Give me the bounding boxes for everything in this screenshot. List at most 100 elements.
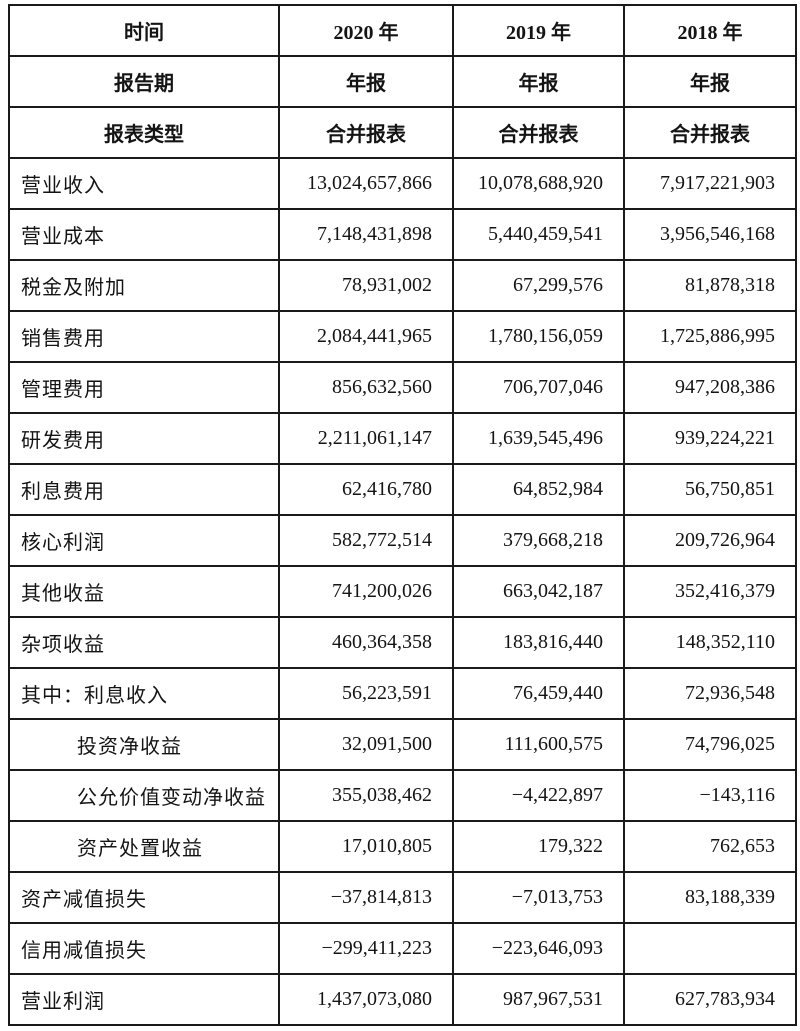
row-label-cell: 营业收入 xyxy=(8,157,280,210)
value-cell: 352,416,379 xyxy=(623,565,797,618)
value-cell: 17,010,805 xyxy=(278,820,454,873)
value-cell: 1,780,156,059 xyxy=(452,310,625,363)
value-cell: 56,223,591 xyxy=(278,667,454,720)
table-row: 杂项收益 460,364,358 183,816,440 148,352,110 xyxy=(8,616,797,669)
value-cell: 663,042,187 xyxy=(452,565,625,618)
value-cell: 62,416,780 xyxy=(278,463,454,516)
value-cell: 81,878,318 xyxy=(623,259,797,312)
table-row: 营业收入 13,024,657,866 10,078,688,920 7,917,22… xyxy=(8,157,797,210)
header-row: 时间 2020 年 2019 年 2018 年 xyxy=(8,4,797,57)
value-cell: 83,188,339 xyxy=(623,871,797,924)
value-cell: 627,783,934 xyxy=(623,973,797,1026)
header-value-cell: 年报 xyxy=(623,55,797,108)
row-label-cell: 投资净收益 xyxy=(8,718,280,771)
value-cell: 947,208,386 xyxy=(623,361,797,414)
value-cell: 67,299,576 xyxy=(452,259,625,312)
value-cell: 32,091,500 xyxy=(278,718,454,771)
row-label-cell: 其中：利息收入 xyxy=(8,667,280,720)
header-label-cell: 时间 xyxy=(8,4,280,57)
value-cell: 379,668,218 xyxy=(452,514,625,567)
table-row: 利息费用 62,416,780 64,852,984 56,750,851 xyxy=(8,463,797,516)
financial-table-body: 时间 2020 年 2019 年 2018 年报告期 年报 年报 年报 报表类型 合并报表 合并报… xyxy=(8,4,797,1026)
value-cell: 1,437,073,080 xyxy=(278,973,454,1026)
header-value-cell: 合并报表 xyxy=(452,106,625,159)
value-cell: 76,459,440 xyxy=(452,667,625,720)
header-value-cell: 2020 年 xyxy=(278,4,454,57)
header-label-cell: 报告期 xyxy=(8,55,280,108)
value-cell: 2,084,441,965 xyxy=(278,310,454,363)
value-cell: 78,931,002 xyxy=(278,259,454,312)
value-cell: 987,967,531 xyxy=(452,973,625,1026)
header-value-cell: 合并报表 xyxy=(623,106,797,159)
value-cell: 355,038,462 xyxy=(278,769,454,822)
value-cell: 3,956,546,168 xyxy=(623,208,797,261)
row-label-cell: 信用减值损失 xyxy=(8,922,280,975)
value-cell: 56,750,851 xyxy=(623,463,797,516)
table-row: 其中：利息收入 56,223,591 76,459,440 72,936,548 xyxy=(8,667,797,720)
header-value-cell: 2019 年 xyxy=(452,4,625,57)
value-cell: −299,411,223 xyxy=(278,922,454,975)
table-row: 研发费用 2,211,061,147 1,639,545,496 939,224,22… xyxy=(8,412,797,465)
value-cell: 209,726,964 xyxy=(623,514,797,567)
row-label-cell: 资产处置收益 xyxy=(8,820,280,873)
value-cell: −7,013,753 xyxy=(452,871,625,924)
table-row: 信用减值损失 −299,411,223 −223,646,093 xyxy=(8,922,797,975)
value-cell: 939,224,221 xyxy=(623,412,797,465)
table-row: 核心利润 582,772,514 379,668,218 209,726,964 xyxy=(8,514,797,567)
table-row: 其他收益 741,200,026 663,042,187 352,416,379 xyxy=(8,565,797,618)
value-cell: 582,772,514 xyxy=(278,514,454,567)
value-cell: 10,078,688,920 xyxy=(452,157,625,210)
table-row: 税金及附加 78,931,002 67,299,576 81,878,318 xyxy=(8,259,797,312)
value-cell: −223,646,093 xyxy=(452,922,625,975)
header-label-cell: 报表类型 xyxy=(8,106,280,159)
value-cell: 460,364,358 xyxy=(278,616,454,669)
header-value-cell: 年报 xyxy=(452,55,625,108)
value-cell: 1,725,886,995 xyxy=(623,310,797,363)
table-row: 公允价值变动净收益 355,038,462 −4,422,897 −143,116 xyxy=(8,769,797,822)
table-row: 营业利润 1,437,073,080 987,967,531 627,783,934 xyxy=(8,973,797,1026)
value-cell: 5,440,459,541 xyxy=(452,208,625,261)
row-label-cell: 营业利润 xyxy=(8,973,280,1026)
value-cell: 1,639,545,496 xyxy=(452,412,625,465)
table-row: 投资净收益 32,091,500 111,600,575 74,796,025 xyxy=(8,718,797,771)
value-cell: 7,917,221,903 xyxy=(623,157,797,210)
table-row: 资产减值损失 −37,814,813 −7,013,753 83,188,339 xyxy=(8,871,797,924)
value-cell: 2,211,061,147 xyxy=(278,412,454,465)
table-row: 销售费用 2,084,441,965 1,780,156,059 1,725,886,… xyxy=(8,310,797,363)
header-value-cell: 2018 年 xyxy=(623,4,797,57)
header-value-cell: 年报 xyxy=(278,55,454,108)
value-cell: −4,422,897 xyxy=(452,769,625,822)
value-cell: 111,600,575 xyxy=(452,718,625,771)
value-cell: 74,796,025 xyxy=(623,718,797,771)
header-row: 报表类型 合并报表 合并报表 合并报表 xyxy=(8,106,797,159)
table-row: 营业成本 7,148,431,898 5,440,459,541 3,956,546,… xyxy=(8,208,797,261)
value-cell: −37,814,813 xyxy=(278,871,454,924)
value-cell: 7,148,431,898 xyxy=(278,208,454,261)
value-cell: 179,322 xyxy=(452,820,625,873)
row-label-cell: 利息费用 xyxy=(8,463,280,516)
value-cell: 856,632,560 xyxy=(278,361,454,414)
row-label-cell: 销售费用 xyxy=(8,310,280,363)
value-cell: 183,816,440 xyxy=(452,616,625,669)
value-cell: 13,024,657,866 xyxy=(278,157,454,210)
row-label-cell: 杂项收益 xyxy=(8,616,280,669)
value-cell: 148,352,110 xyxy=(623,616,797,669)
row-label-cell: 核心利润 xyxy=(8,514,280,567)
row-label-cell: 管理费用 xyxy=(8,361,280,414)
table-row: 管理费用 856,632,560 706,707,046 947,208,386 xyxy=(8,361,797,414)
header-row: 报告期 年报 年报 年报 xyxy=(8,55,797,108)
value-cell: −143,116 xyxy=(623,769,797,822)
table-row: 资产处置收益 17,010,805 179,322 762,653 xyxy=(8,820,797,873)
value-cell: 741,200,026 xyxy=(278,565,454,618)
value-cell: 706,707,046 xyxy=(452,361,625,414)
header-value-cell: 合并报表 xyxy=(278,106,454,159)
row-label-cell: 税金及附加 xyxy=(8,259,280,312)
value-cell xyxy=(623,922,797,975)
value-cell: 72,936,548 xyxy=(623,667,797,720)
row-label-cell: 研发费用 xyxy=(8,412,280,465)
financial-statement-table: 时间 2020 年 2019 年 2018 年报告期 年报 年报 年报 报表类型 合并报表 合并报… xyxy=(8,4,797,1026)
value-cell: 762,653 xyxy=(623,820,797,873)
row-label-cell: 公允价值变动净收益 xyxy=(8,769,280,822)
row-label-cell: 其他收益 xyxy=(8,565,280,618)
